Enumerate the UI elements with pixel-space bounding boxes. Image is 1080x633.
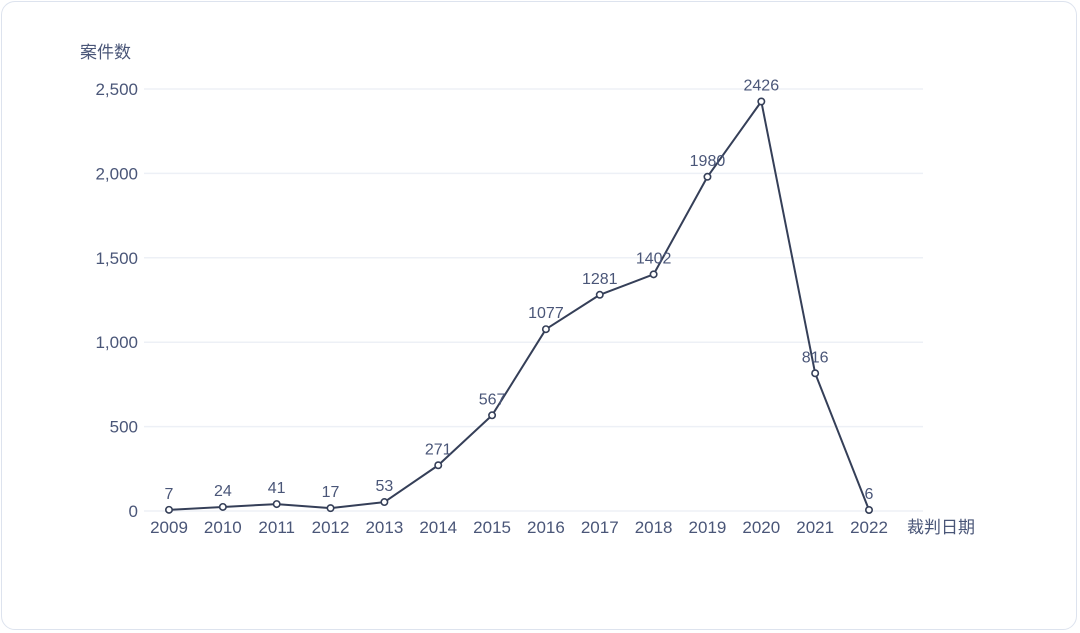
data-point-2011[interactable] [272, 500, 281, 509]
data-point-label-2016: 1077 [528, 305, 564, 322]
data-point-label-2011: 41 [268, 480, 286, 497]
y-tick-label: 2,500 [95, 80, 138, 99]
data-point-label-2013: 53 [375, 478, 393, 495]
x-tick-label-2015: 2015 [473, 518, 511, 537]
data-point-2021[interactable] [811, 369, 820, 378]
x-tick-label-2019: 2019 [689, 518, 727, 537]
data-point-2015[interactable] [488, 411, 497, 420]
data-point-label-2009: 7 [165, 486, 174, 503]
x-tick-label-2010: 2010 [204, 518, 242, 537]
data-point-labels: 7 24 41 17 53 271 567 1077 1281 1402 1980 2426 816 6 [165, 77, 874, 502]
y-tick-label: 1,000 [95, 333, 138, 352]
series-line [168, 100, 870, 511]
x-tick-label-2022: 2022 [850, 518, 888, 537]
data-point-markers [165, 97, 873, 514]
gridlines [144, 88, 923, 512]
data-point-label-2014: 271 [425, 441, 452, 458]
x-tick-label-2021: 2021 [796, 518, 834, 537]
y-tick-label: 1,500 [95, 249, 138, 268]
y-axis-tick-labels: 0 500 1,000 1,500 2,000 2,500 [95, 80, 138, 521]
x-tick-label-2009: 2009 [150, 518, 188, 537]
x-tick-label-2018: 2018 [635, 518, 673, 537]
data-point-label-2018: 1402 [636, 250, 672, 267]
x-axis-title: 裁判日期 [907, 518, 975, 537]
y-axis-title: 案件数 [80, 43, 131, 62]
data-point-2016[interactable] [541, 325, 550, 334]
data-point-label-2021: 816 [802, 349, 829, 366]
x-tick-label-2014: 2014 [419, 518, 457, 537]
data-point-2020[interactable] [757, 97, 766, 106]
series-line-group [168, 100, 870, 511]
data-point-label-2022: 6 [865, 486, 874, 503]
x-tick-label-2013: 2013 [365, 518, 403, 537]
data-point-label-2019: 1980 [690, 153, 726, 170]
data-point-2013[interactable] [380, 498, 389, 507]
x-tick-label-2016: 2016 [527, 518, 565, 537]
x-tick-label-2011: 2011 [258, 518, 295, 537]
x-tick-label-2012: 2012 [312, 518, 350, 537]
data-point-label-2017: 1281 [582, 271, 618, 288]
x-axis-tick-labels: 2009 2010 2011 2012 2013 2014 2015 2016 2017 2018… [150, 518, 888, 537]
data-point-2009[interactable] [165, 505, 174, 514]
y-tick-label: 2,000 [95, 164, 138, 183]
data-point-label-2010: 24 [214, 483, 232, 500]
data-point-2017[interactable] [595, 290, 604, 299]
x-tick-label-2017: 2017 [581, 518, 619, 537]
data-point-2010[interactable] [218, 502, 227, 511]
data-point-label-2015: 567 [479, 391, 506, 408]
data-point-2012[interactable] [326, 504, 335, 513]
data-point-label-2020: 2426 [744, 77, 780, 94]
data-point-label-2012: 17 [322, 484, 340, 501]
data-point-2018[interactable] [649, 270, 658, 279]
x-tick-label-2020: 2020 [742, 518, 780, 537]
y-tick-label: 0 [129, 502, 138, 521]
data-point-2019[interactable] [703, 172, 712, 181]
data-point-2022[interactable] [864, 505, 873, 514]
y-tick-label: 500 [110, 418, 138, 437]
data-point-2014[interactable] [434, 461, 443, 470]
